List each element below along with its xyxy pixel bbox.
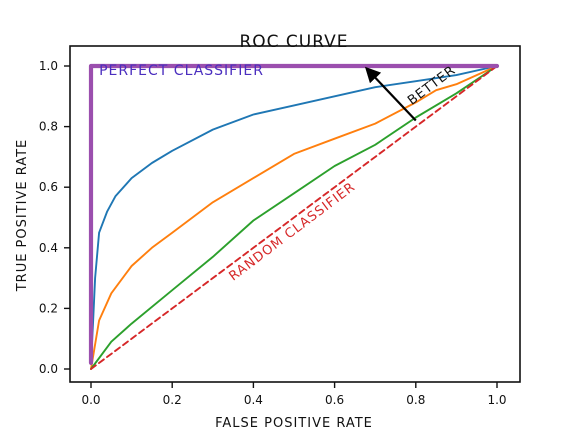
x-tick-label: 0.0	[81, 393, 100, 407]
y-tick-label: 0.0	[39, 362, 58, 376]
y-tick-label: 0.4	[39, 241, 58, 255]
chart-title: ROC CURVE	[239, 32, 348, 52]
random-classifier-line	[90, 65, 498, 370]
better-arrow	[364, 66, 417, 122]
axis-ticks: 0.0 0.2 0.4 0.6 0.8 1.0 0.0 0.2 0.4 0.6 0.8 1.0	[39, 59, 507, 407]
y-tick-label: 0.6	[39, 180, 58, 194]
perfect-classifier-line	[88, 63, 500, 365]
plot-frame	[69, 45, 521, 383]
x-axis-label: FALSE POSITIVE RATE	[215, 416, 373, 431]
x-tick-label: 0.8	[406, 393, 425, 407]
roc-series-line-3	[90, 65, 498, 370]
series-layer	[88, 63, 500, 370]
y-axis-label: TRUE POSITIVE RATE	[15, 139, 30, 293]
x-tick-label: 1.0	[487, 393, 506, 407]
x-tick-label: 0.4	[244, 393, 263, 407]
x-tick-label: 0.6	[325, 393, 344, 407]
y-tick-label: 1.0	[39, 59, 58, 73]
x-tick-label: 0.2	[163, 393, 182, 407]
y-tick-label: 0.8	[39, 120, 58, 134]
roc-series-line-2	[90, 65, 498, 370]
annotation-perfect-classifier: PERFECT CLASSIFIER	[99, 63, 264, 79]
y-tick-label: 0.2	[39, 301, 58, 315]
roc-series-line-1	[90, 65, 498, 364]
